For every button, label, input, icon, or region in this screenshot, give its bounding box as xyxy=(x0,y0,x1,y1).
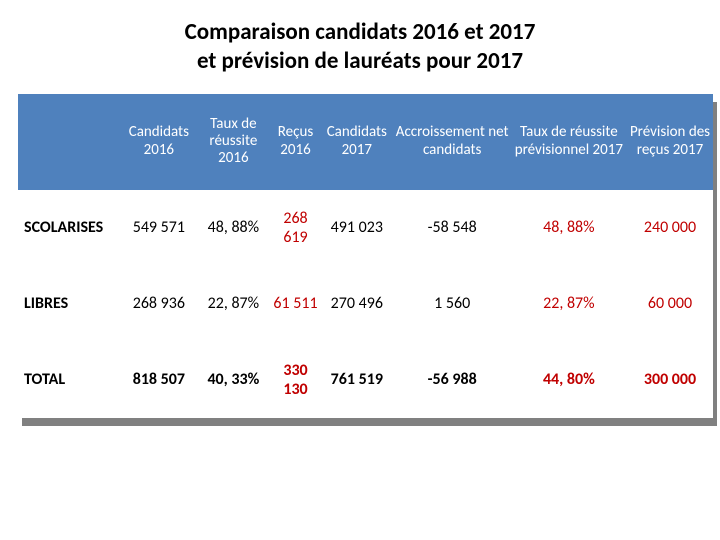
table-header-row: Candidats 2016 Taux de réussite 2016 Reç… xyxy=(18,94,713,190)
col-header: Accroissement net candidats xyxy=(394,94,511,190)
col-header: Reçus 2016 xyxy=(271,94,320,190)
row-label: LIBRES xyxy=(18,266,122,342)
cell: -58 548 xyxy=(394,190,511,266)
cell: 761 519 xyxy=(320,342,394,418)
cell: 60 000 xyxy=(627,266,713,342)
cell: 270 496 xyxy=(320,266,394,342)
cell: 48, 88% xyxy=(511,190,627,266)
cell: 48, 88% xyxy=(196,190,271,266)
col-header: Candidats 2017 xyxy=(320,94,394,190)
cell: 549 571 xyxy=(122,190,196,266)
cell: 44, 80% xyxy=(511,342,627,418)
cell: 40, 33% xyxy=(196,342,271,418)
cell: 240 000 xyxy=(627,190,713,266)
cell: 330 130 xyxy=(271,342,320,418)
row-label: TOTAL xyxy=(18,342,122,418)
cell: 491 023 xyxy=(320,190,394,266)
table-row-total: TOTAL 818 507 40, 33% 330 130 761 519 -5… xyxy=(18,342,713,418)
col-header: Prévision des reçus 2017 xyxy=(627,94,713,190)
cell: 22, 87% xyxy=(511,266,627,342)
row-label: SCOLARISES xyxy=(18,190,122,266)
col-header-empty xyxy=(18,94,122,190)
cell: 22, 87% xyxy=(196,266,271,342)
cell: 268 619 xyxy=(271,190,320,266)
page-title: Comparaison candidats 2016 et 2017 et pr… xyxy=(10,18,710,76)
table-row: SCOLARISES 549 571 48, 88% 268 619 491 0… xyxy=(18,190,713,266)
title-line1: Comparaison candidats 2016 et 2017 xyxy=(185,18,536,46)
col-header: Taux de réussite prévisionnel 2017 xyxy=(511,94,627,190)
col-header: Candidats 2016 xyxy=(122,94,196,190)
cell: 268 936 xyxy=(122,266,196,342)
cell: 1 560 xyxy=(394,266,511,342)
comparison-table: Candidats 2016 Taux de réussite 2016 Reç… xyxy=(18,94,713,418)
title-line2: et prévision de lauréats pour 2017 xyxy=(197,47,523,75)
cell: -56 988 xyxy=(394,342,511,418)
table-row: LIBRES 268 936 22, 87% 61 511 270 496 1 … xyxy=(18,266,713,342)
cell: 61 511 xyxy=(271,266,320,342)
col-header: Taux de réussite 2016 xyxy=(196,94,271,190)
cell: 300 000 xyxy=(627,342,713,418)
cell: 818 507 xyxy=(122,342,196,418)
